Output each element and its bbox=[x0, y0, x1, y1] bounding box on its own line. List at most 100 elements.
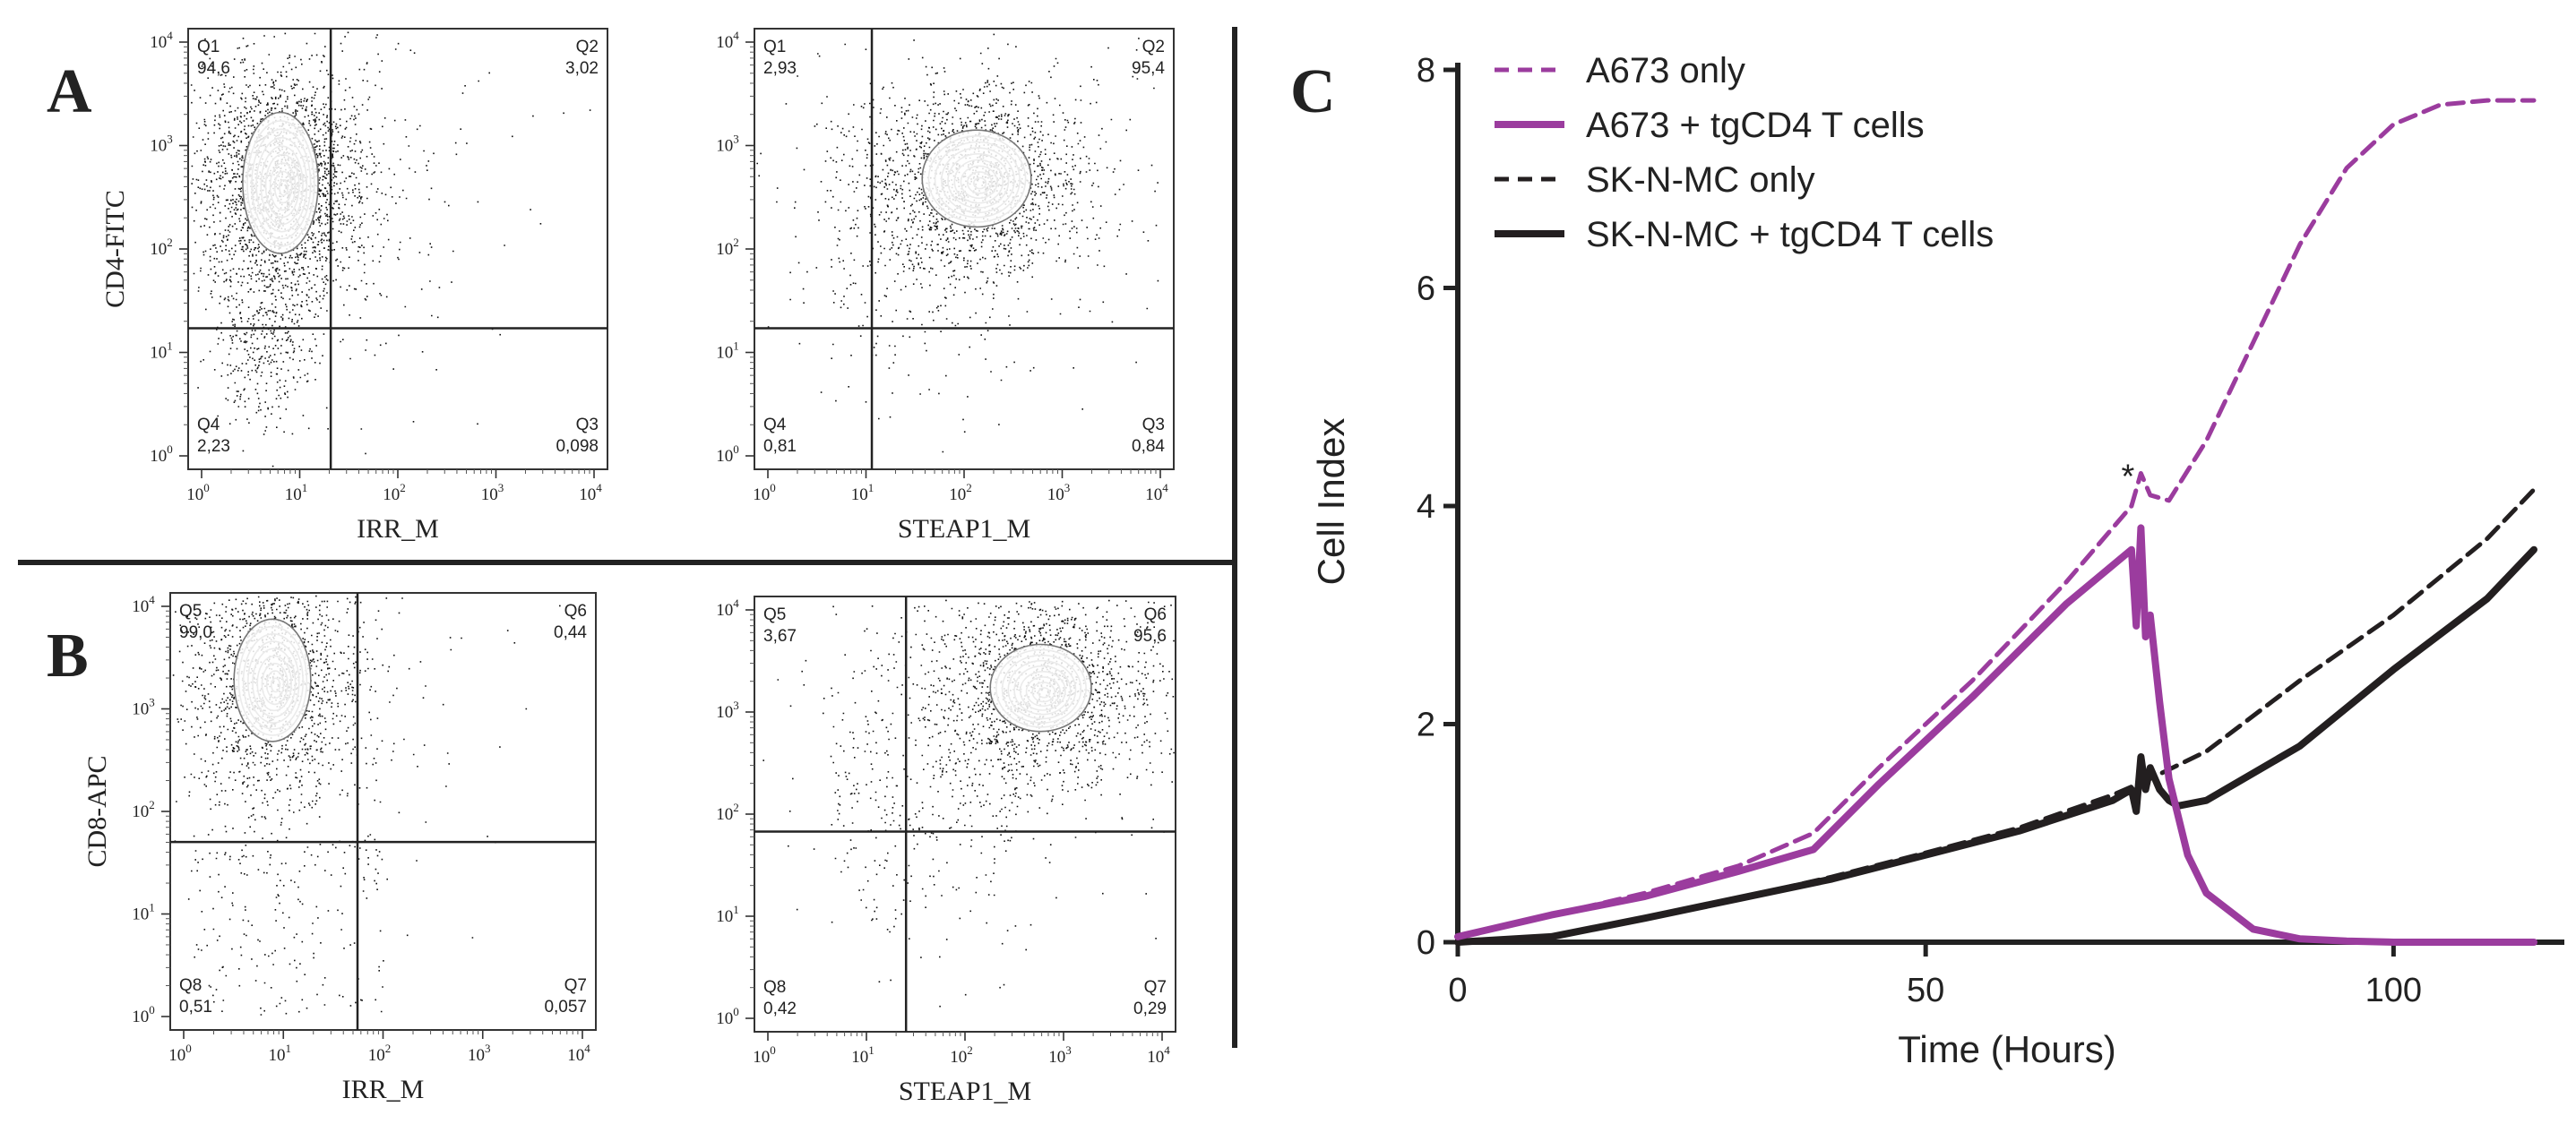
x-tick-exponent: 4 bbox=[596, 481, 602, 494]
x-tick-label: 104 bbox=[1147, 1043, 1170, 1067]
quadrant-name: Q4 bbox=[197, 416, 220, 434]
y-tick-exponent: 2 bbox=[167, 236, 173, 249]
contour-ring bbox=[989, 643, 1092, 733]
plot-frame bbox=[754, 28, 1175, 470]
quadrant-name: Q3 bbox=[1142, 416, 1165, 434]
y-tick-exponent: 2 bbox=[733, 236, 739, 249]
x-tick-label: 100 bbox=[186, 481, 210, 504]
x-tick-exponent: 4 bbox=[1164, 1043, 1170, 1057]
quadrant-name: Q3 bbox=[576, 416, 599, 434]
y-tick-exponent: 4 bbox=[149, 593, 155, 606]
contour-ring bbox=[242, 111, 319, 254]
x-tick-label: 0 bbox=[1448, 972, 1467, 1009]
y-tick-label: 100 bbox=[716, 442, 739, 466]
y-tick-exponent: 3 bbox=[167, 133, 173, 146]
series-line-a673-tgcd4-t-cells bbox=[1454, 524, 2537, 946]
density-contours bbox=[242, 111, 319, 254]
y-tick-exponent: 1 bbox=[733, 339, 739, 353]
y-tick-exponent: 3 bbox=[733, 133, 739, 146]
quadrant-name: Q8 bbox=[763, 978, 786, 997]
x-tick-label: 103 bbox=[1047, 481, 1071, 504]
x-tick-label: 101 bbox=[851, 481, 874, 504]
quadrant-percent: 3,67 bbox=[763, 627, 797, 646]
y-tick-exponent: 0 bbox=[167, 442, 173, 456]
quadrant-percent: 0,81 bbox=[763, 437, 797, 456]
y-tick-label: 104 bbox=[150, 29, 173, 52]
quadrant-percent: 95,6 bbox=[1133, 627, 1167, 646]
x-tick-label: 103 bbox=[481, 481, 504, 504]
series-line-a673-only bbox=[1455, 98, 2537, 940]
x-tick-label: 100 bbox=[753, 481, 776, 504]
y-axis-title: CD8-APC bbox=[82, 755, 112, 867]
quadrant-name: Q4 bbox=[763, 416, 787, 434]
x-tick-exponent: 0 bbox=[185, 1042, 192, 1055]
x-tick-exponent: 1 bbox=[868, 1043, 874, 1057]
quadrant-percent: 95,4 bbox=[1132, 59, 1165, 78]
density-contours bbox=[989, 643, 1092, 733]
x-axis-title: STEAP1_M bbox=[898, 514, 1030, 544]
legend-label: A673 only bbox=[1586, 51, 1745, 90]
y-tick-label: 104 bbox=[132, 593, 155, 616]
x-tick-label: 101 bbox=[285, 481, 308, 504]
y-tick-label: 102 bbox=[132, 798, 155, 821]
y-tick-label: 100 bbox=[716, 1005, 739, 1028]
scatter-events bbox=[762, 599, 1175, 1008]
y-tick-label: 8 bbox=[1417, 52, 1435, 90]
x-tick-label: 102 bbox=[950, 1043, 973, 1067]
y-tick-exponent: 1 bbox=[733, 903, 739, 916]
scatter-events bbox=[190, 31, 591, 468]
y-tick-label: 103 bbox=[716, 133, 739, 156]
quadrant-percent: 0,057 bbox=[544, 998, 587, 1017]
plot-frame bbox=[754, 596, 1176, 1033]
x-tick-exponent: 2 bbox=[967, 1043, 973, 1057]
x-tick-label: 101 bbox=[269, 1042, 292, 1065]
y-tick-exponent: 4 bbox=[167, 29, 173, 42]
x-tick-exponent: 0 bbox=[203, 481, 210, 494]
flow-plot-b-steap1: Q53,67Q695,6Q70,29Q80,421001001011011021… bbox=[716, 596, 1176, 1106]
x-tick-label: 50 bbox=[1907, 972, 1944, 1009]
x-axis-title: STEAP1_M bbox=[899, 1077, 1031, 1106]
panel-letter-a: A bbox=[47, 57, 92, 126]
contour-ring bbox=[233, 618, 312, 742]
x-tick-label: 102 bbox=[368, 1042, 392, 1065]
y-tick-label: 101 bbox=[150, 339, 173, 363]
y-tick-label: 104 bbox=[716, 29, 739, 52]
significance-asterisk: * bbox=[2122, 458, 2135, 495]
y-tick-label: 103 bbox=[150, 133, 173, 156]
y-tick-label: 104 bbox=[716, 596, 739, 620]
quadrant-percent: 0,42 bbox=[763, 1000, 797, 1018]
x-tick-label: 101 bbox=[851, 1043, 874, 1067]
x-tick-exponent: 1 bbox=[302, 481, 308, 494]
x-tick-exponent: 1 bbox=[286, 1042, 292, 1055]
quadrant-name: Q5 bbox=[179, 602, 202, 621]
x-axis-title: IRR_M bbox=[357, 514, 439, 544]
x-tick-label: 100 bbox=[2365, 972, 2422, 1009]
x-tick-label: 102 bbox=[383, 481, 406, 504]
x-tick-exponent: 3 bbox=[485, 1042, 491, 1055]
series-line-sk-n-mc-only bbox=[1455, 487, 2537, 945]
quadrant-name: Q2 bbox=[1142, 38, 1165, 56]
y-tick-exponent: 4 bbox=[733, 596, 739, 610]
x-tick-exponent: 4 bbox=[584, 1042, 590, 1055]
quadrant-name: Q2 bbox=[576, 38, 599, 56]
x-tick-label: 100 bbox=[753, 1043, 776, 1067]
quadrant-name: Q1 bbox=[763, 38, 786, 56]
flow-plot-a-steap1: Q12,93Q295,4Q30,84Q40,811001001011011021… bbox=[716, 28, 1175, 544]
x-tick-exponent: 3 bbox=[498, 481, 504, 494]
y-tick-exponent: 0 bbox=[733, 442, 739, 456]
y-tick-exponent: 3 bbox=[733, 699, 739, 712]
y-tick-label: 100 bbox=[132, 1003, 155, 1026]
y-tick-label: 102 bbox=[716, 801, 739, 824]
quadrant-percent: 94,6 bbox=[197, 59, 230, 78]
scatter-events bbox=[172, 595, 561, 1016]
x-tick-label: 104 bbox=[1145, 481, 1168, 504]
quadrant-name: Q1 bbox=[197, 38, 220, 56]
y-tick-exponent: 1 bbox=[149, 901, 155, 914]
density-contours bbox=[233, 618, 312, 742]
y-tick-label: 4 bbox=[1417, 488, 1435, 526]
x-tick-label: 102 bbox=[949, 481, 972, 504]
quadrant-percent: 0,51 bbox=[179, 998, 212, 1017]
x-tick-exponent: 3 bbox=[1065, 1043, 1072, 1057]
density-contours bbox=[921, 129, 1032, 228]
y-tick-label: 102 bbox=[716, 236, 739, 259]
